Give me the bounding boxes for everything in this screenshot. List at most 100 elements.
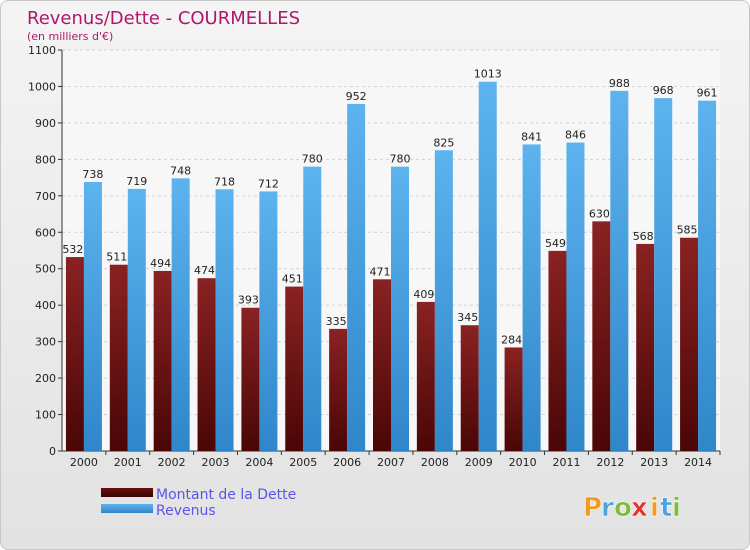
bar-revenue [434,150,453,451]
y-tick-label: 1000 [28,80,56,93]
bar-revenue [127,188,146,451]
data-label-debt: 335 [326,315,347,328]
data-label-debt: 474 [194,264,215,277]
bar-revenue [303,166,322,451]
bar-revenue [83,181,102,451]
logo-letter: i [650,493,659,523]
data-label-revenue: 780 [302,153,323,166]
data-label-debt: 511 [106,251,127,264]
data-label-revenue: 952 [346,90,367,103]
data-label-debt: 532 [62,243,83,256]
y-tick-label: 900 [35,117,56,130]
data-label-revenue: 841 [521,130,542,143]
chart-subtitle: (en milliers d'€) [27,30,113,43]
legend-swatch-revenue [101,504,153,513]
bar-revenue [478,81,497,451]
bar-revenue [347,103,366,451]
data-label-revenue: 825 [433,136,454,149]
bar-debt [504,347,523,451]
x-tick-label: 2010 [509,456,537,469]
y-tick-label: 100 [35,409,56,422]
logo-letter: P [583,493,602,523]
bar-revenue [391,166,409,451]
data-label-revenue: 968 [653,84,674,97]
bar-debt [636,243,655,451]
data-label-revenue: 748 [170,164,191,177]
bar-debt [153,270,172,451]
data-label-revenue: 846 [565,129,586,142]
data-label-debt: 284 [501,333,522,346]
data-label-revenue: 718 [214,175,235,188]
x-tick-label: 2001 [114,456,142,469]
bar-debt [592,221,611,451]
data-label-debt: 451 [282,273,303,286]
x-tick-label: 2014 [684,456,712,469]
data-label-debt: 471 [370,265,391,278]
bar-debt [329,328,348,451]
bar-revenue [171,178,190,451]
logo-letter: r [601,493,614,523]
legend-label-debt: Montant de la Dette [156,487,296,503]
data-label-revenue: 738 [82,168,103,181]
data-label-debt: 409 [413,288,434,301]
bar-revenue [610,90,629,451]
y-tick-label: 500 [35,263,56,276]
bar-debt [241,307,260,451]
x-tick-label: 2005 [289,456,317,469]
bar-revenue [259,191,278,451]
y-tick-label: 300 [35,336,56,349]
x-tick-label: 2006 [333,456,361,469]
bar-revenue [654,98,673,452]
y-tick-label: 600 [35,226,56,239]
x-tick-label: 2002 [158,456,186,469]
x-tick-label: 2013 [640,456,668,469]
bar-debt [109,264,128,451]
bar-revenue [698,100,717,452]
y-tick-label: 400 [35,299,56,312]
bar-revenue [566,142,585,451]
legend-label-revenue: Revenus [156,503,216,519]
x-tick-label: 2000 [70,456,98,469]
bar-debt [65,257,84,451]
data-label-debt: 393 [238,294,259,307]
legend: Montant de la Dette Revenus [101,487,296,519]
bar-debt [285,286,304,451]
legend-swatch-debt [101,488,153,497]
chart-title: Revenus/Dette - COURMELLES [27,8,300,29]
bar-debt [197,278,216,451]
x-axis: 2000 2001 2002 2003 2004 2005 2006 2007 2008 2009… [70,451,721,469]
x-tick-label: 2008 [421,456,449,469]
data-label-debt: 494 [150,257,171,270]
data-label-debt: 345 [457,311,478,324]
logo-letter: i [672,493,681,523]
data-label-debt: 630 [589,207,610,220]
data-label-revenue: 1013 [474,68,502,81]
y-tick-label: 200 [35,372,56,385]
x-tick-label: 2007 [377,456,405,469]
x-tick-label: 2012 [596,456,624,469]
y-tick-label: 1100 [28,44,56,57]
x-tick-label: 2011 [552,456,580,469]
proxiti-logo: Pr o x i t i [583,493,682,524]
y-tick-label: 0 [49,445,56,458]
bar-debt [548,250,567,451]
logo-letter: o [614,493,632,523]
y-tick-label: 700 [35,190,56,203]
logo-letter: t [660,493,672,523]
data-label-debt: 549 [545,237,566,250]
data-label-revenue: 712 [258,177,279,190]
bar-debt [460,325,479,451]
x-tick-label: 2009 [465,456,493,469]
logo-letter: x [631,493,648,523]
bar-revenue [215,189,234,452]
data-label-revenue: 780 [390,153,411,166]
data-label-revenue: 719 [126,175,147,188]
data-label-revenue: 988 [609,77,630,90]
y-tick-label: 800 [35,153,56,166]
data-label-revenue: 961 [697,87,718,100]
bars: 532 738 511 719 494 748 474 718 393 712 451 780 335 9… [62,68,718,452]
bar-debt [680,237,699,451]
bar-debt [416,301,435,451]
x-tick-label: 2004 [245,456,273,469]
